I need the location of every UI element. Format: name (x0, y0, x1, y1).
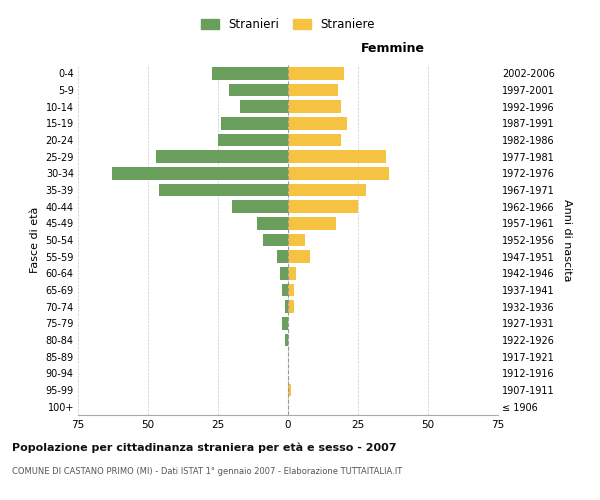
Bar (288, 267, 296, 280)
Bar (241, 100, 288, 113)
Bar (288, 284, 293, 296)
Bar (263, 234, 288, 246)
Bar (288, 150, 386, 163)
Bar (288, 250, 310, 263)
Bar (288, 234, 305, 246)
Y-axis label: Anni di nascita: Anni di nascita (562, 198, 572, 281)
Text: Popolazione per cittadinanza straniera per età e sesso - 2007: Popolazione per cittadinanza straniera p… (12, 442, 397, 453)
Bar (288, 184, 367, 196)
Bar (157, 150, 288, 163)
Text: COMUNE DI CASTANO PRIMO (MI) - Dati ISTAT 1° gennaio 2007 - Elaborazione TUTTAIT: COMUNE DI CASTANO PRIMO (MI) - Dati ISTA… (12, 468, 402, 476)
Bar (232, 200, 288, 213)
Text: Femmine: Femmine (361, 42, 425, 54)
Bar (288, 300, 293, 313)
Bar (257, 217, 288, 230)
Bar (277, 250, 288, 263)
Bar (283, 284, 288, 296)
Bar (229, 84, 288, 96)
Bar (218, 134, 288, 146)
Bar (288, 117, 347, 130)
Y-axis label: Fasce di età: Fasce di età (30, 207, 40, 273)
Legend: Stranieri, Straniere: Stranieri, Straniere (196, 14, 380, 36)
Bar (285, 334, 288, 346)
Bar (283, 317, 288, 330)
Bar (159, 184, 288, 196)
Bar (285, 300, 288, 313)
Bar (288, 167, 389, 179)
Bar (288, 217, 335, 230)
Bar (288, 200, 358, 213)
Bar (221, 117, 288, 130)
Bar (288, 384, 291, 396)
Bar (288, 100, 341, 113)
Bar (288, 134, 341, 146)
Bar (288, 67, 344, 80)
Bar (288, 84, 338, 96)
Bar (280, 267, 288, 280)
Bar (212, 67, 288, 80)
Bar (112, 167, 288, 179)
